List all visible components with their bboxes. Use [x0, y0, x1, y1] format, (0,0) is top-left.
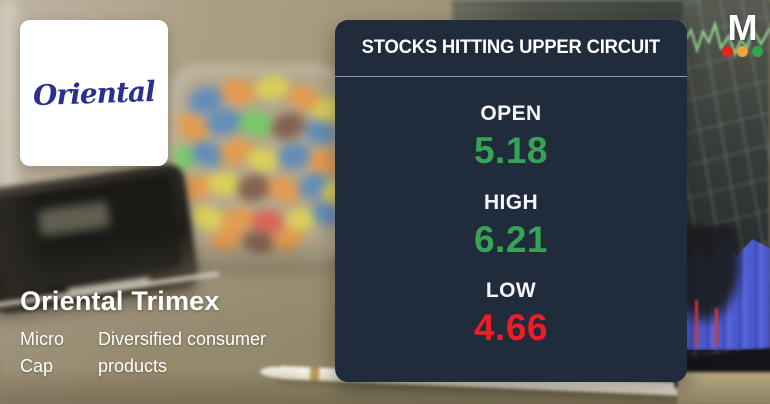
- sector-line-2: products: [98, 356, 168, 376]
- brand-m-icon: M: [727, 7, 758, 48]
- market-cap-line-1: Micro: [20, 329, 64, 349]
- company-name: Oriental Trimex: [20, 286, 220, 316]
- brand-watermark: M: [719, 7, 765, 57]
- pencil-band: [309, 367, 320, 381]
- company-meta: Micro Cap Diversified consumer products: [20, 326, 266, 380]
- company-info: Oriental Trimex Micro Cap Diversified co…: [20, 286, 266, 380]
- phone-screen: [0, 173, 183, 293]
- stock-monitor: [671, 0, 770, 404]
- company-logo-card: Oriental: [20, 20, 168, 166]
- market-cap-line-2: Cap: [20, 356, 54, 376]
- stat-high: HIGH 6.21: [474, 191, 548, 261]
- monitor-price-line: [683, 19, 770, 58]
- stat-low-value: 4.66: [473, 307, 548, 349]
- monitor-red-bar: [695, 300, 698, 346]
- watermark-red-dot-icon: [721, 46, 733, 57]
- stat-open-label: OPEN: [480, 101, 542, 125]
- company-logo-text: Oriental: [32, 74, 156, 112]
- sector-label: Diversified consumer products: [98, 326, 266, 380]
- stat-high-value: 6.21: [473, 218, 548, 260]
- stat-low-label: LOW: [485, 279, 537, 303]
- stat-high-label: HIGH: [483, 190, 539, 214]
- candy-jar-glass: [172, 66, 344, 262]
- candy-jar: [166, 66, 350, 262]
- market-cap-label: Micro Cap: [20, 326, 64, 380]
- monitor-red-bar: [715, 308, 718, 346]
- stat-open-value: 5.18: [473, 129, 548, 171]
- stat-low: LOW 4.66: [474, 279, 548, 349]
- sector-line-1: Diversified consumer: [98, 329, 267, 349]
- stats-panel-header: STOCKS HITTING UPPER CIRCUIT: [335, 20, 687, 77]
- stats-panel-body: OPEN 5.18 HIGH 6.21 LOW 4.66: [335, 77, 687, 382]
- watermark-orange-dot-icon: [736, 46, 748, 57]
- candy-jar-shadow: [168, 248, 348, 274]
- monitor-dark-area: [683, 225, 743, 325]
- watermark-green-dot-icon: [751, 46, 763, 57]
- stats-panel-title: STOCKS HITTING UPPER CIRCUIT: [361, 37, 661, 58]
- desk-right-corner: [677, 372, 770, 404]
- stats-panel: STOCKS HITTING UPPER CIRCUIT OPEN 5.18 H…: [335, 20, 687, 382]
- brand-watermark-dots: [719, 46, 765, 57]
- stat-open: OPEN 5.18: [474, 102, 548, 172]
